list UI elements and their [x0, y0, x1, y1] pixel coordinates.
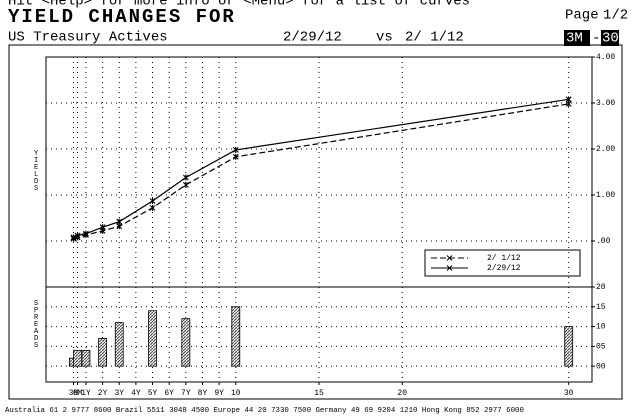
bar: [148, 310, 157, 367]
point-marker: [232, 153, 239, 160]
footer: Australia 61 2 9777 8600 Brazil 5511 304…: [5, 407, 524, 415]
y-tick-label: .00: [596, 237, 611, 246]
y-tick-label: 2.00: [596, 145, 615, 154]
x-tick-label: 3M: [69, 389, 79, 398]
legend-marker: [446, 255, 453, 261]
x-tick-label: 2Y: [98, 389, 108, 398]
range-to-box: [601, 30, 619, 46]
range-to[interactable]: 30: [602, 31, 619, 47]
bar: [181, 318, 191, 367]
range-dash: -: [592, 31, 600, 47]
x-tick-label: 9Y: [214, 389, 224, 398]
x-tick-label: 20: [397, 389, 407, 398]
bar: [231, 306, 241, 367]
point-marker: [83, 230, 89, 237]
plot-border: [45, 56, 593, 383]
y-tick-label: 05: [596, 342, 606, 351]
x-tick-label: 8Y: [198, 389, 208, 398]
help-line: Hit <Help> for more info or <Menu> for a…: [8, 0, 470, 10]
x-tick-label: 6Y: [164, 389, 174, 398]
y-axis-label: YIELDS: [32, 150, 40, 192]
y-tick-label: 4.00: [596, 53, 615, 62]
x-tick-label: 6M: [73, 389, 83, 398]
title: YIELD CHANGES FOR: [8, 6, 236, 28]
x-tick-label: 30: [564, 389, 574, 398]
x-tick-label: 1Y: [81, 389, 91, 398]
frame: [8, 44, 623, 400]
point-marker: [232, 146, 239, 153]
vs: vs: [376, 30, 393, 46]
bar: [114, 322, 124, 367]
x-tick-label: 5Y: [148, 389, 158, 398]
date1: 2/29/12: [283, 30, 342, 46]
range-from-box: [564, 30, 590, 46]
x-tick-label: 7Y: [181, 389, 191, 398]
x-tick-label: 10: [231, 389, 241, 398]
y-tick-label: 20: [596, 283, 606, 292]
bar: [98, 338, 107, 367]
y-tick-label: 00: [596, 362, 606, 371]
legend-box: [424, 249, 581, 277]
range-from[interactable]: 3M: [566, 31, 583, 47]
subtitle: US Treasury Actives: [8, 30, 168, 46]
x-tick-label: 4Y: [131, 389, 141, 398]
point-marker: [70, 234, 77, 241]
point-marker: [149, 204, 156, 211]
bar: [73, 349, 83, 367]
bar: [564, 326, 574, 367]
point-marker: [149, 197, 156, 204]
point-marker: [99, 224, 106, 231]
y-tick-label: 10: [596, 323, 606, 332]
point-marker: [182, 174, 189, 181]
legend-label: 2/ 1/12: [487, 254, 521, 263]
series-line: [73, 103, 569, 240]
point-marker: [74, 232, 81, 239]
y-tick-label: 1.00: [596, 191, 615, 200]
legend-label: 2/29/12: [487, 264, 521, 273]
x-tick-label: 15: [314, 389, 324, 398]
y-tick-label: 15: [596, 303, 606, 312]
legend-marker: [446, 265, 453, 271]
page: 1/2: [603, 8, 628, 24]
date2: 2/ 1/12: [405, 30, 464, 46]
point-marker: [565, 96, 572, 103]
series-line: [73, 98, 569, 238]
point-marker: [116, 218, 123, 225]
y-axis-label: SPREADS: [32, 300, 40, 349]
page-label: Page: [565, 8, 599, 24]
x-tick-label: 3Y: [114, 389, 124, 398]
bar: [81, 349, 91, 367]
point-marker: [182, 181, 189, 188]
y-tick-label: 3.00: [596, 99, 615, 108]
